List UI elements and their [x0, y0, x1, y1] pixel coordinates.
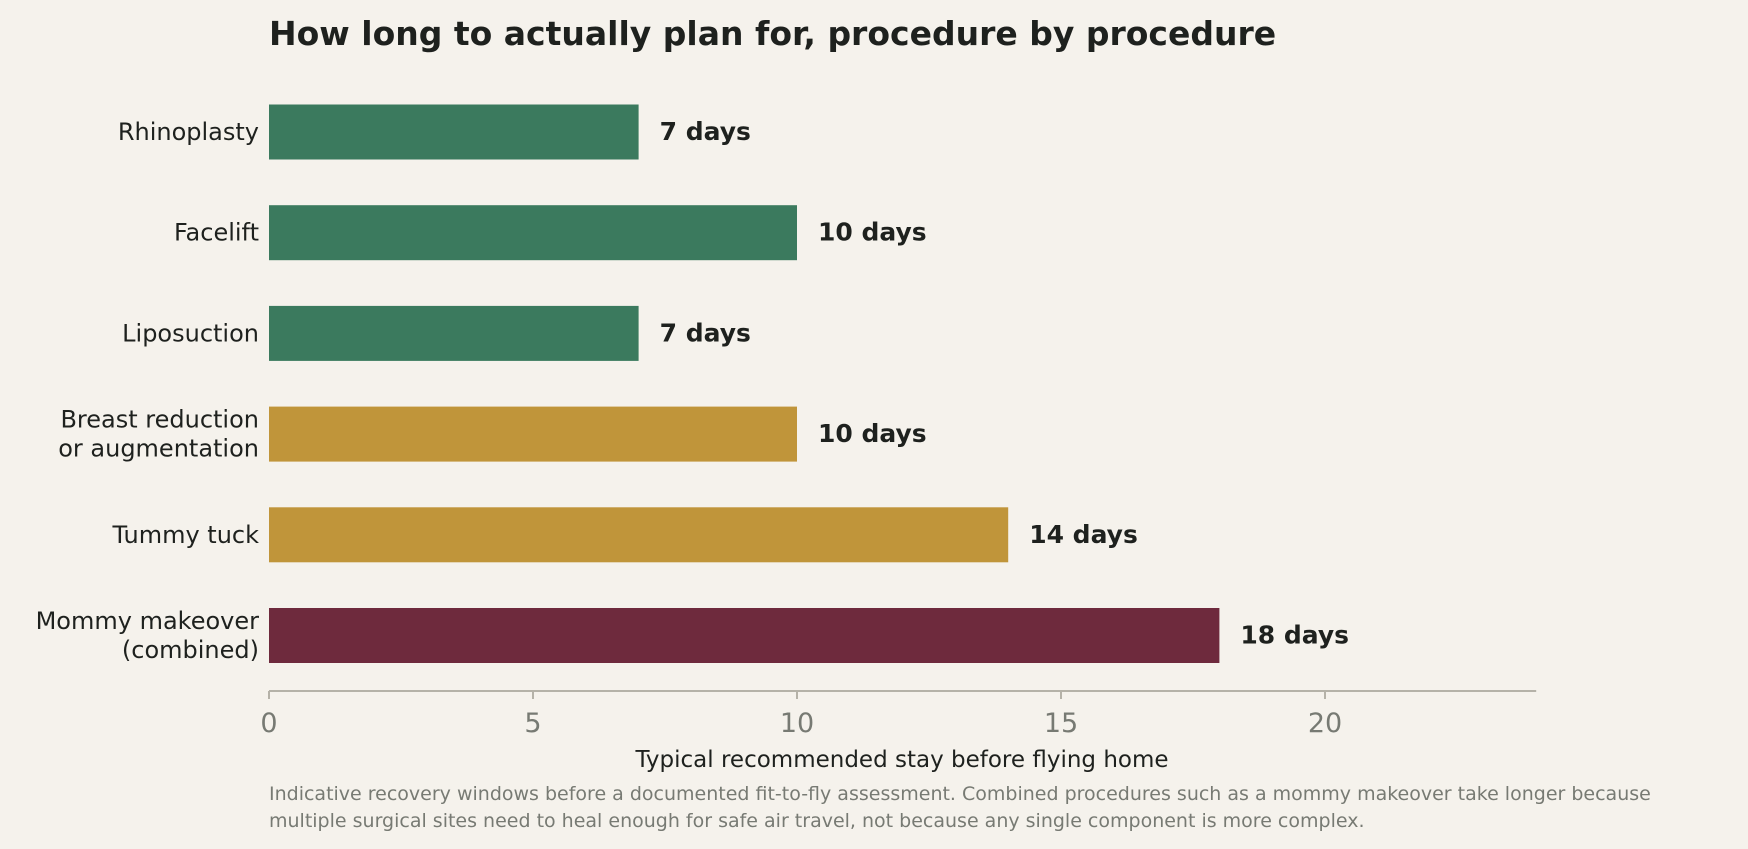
- bar: [269, 205, 797, 261]
- category-label: Tummy tuck: [111, 521, 259, 549]
- category-label: Liposuction: [122, 319, 259, 347]
- bar: [269, 104, 639, 160]
- x-tick-label: 10: [780, 708, 814, 739]
- category-label: Mommy makeover: [36, 607, 260, 635]
- bar: [269, 305, 639, 361]
- x-axis: 0 5 10 15 20: [260, 690, 1537, 739]
- category-label: (combined): [122, 636, 259, 664]
- bar-value-label: 10 days: [818, 419, 927, 448]
- chart-caption-line: multiple surgical sites need to heal eno…: [269, 810, 1365, 832]
- bar: [269, 406, 797, 462]
- x-tick-label: 5: [524, 708, 541, 739]
- chart-title: How long to actually plan for, procedure…: [269, 14, 1276, 53]
- category-label: or augmentation: [58, 435, 259, 463]
- bar-value-label: 7 days: [660, 318, 751, 347]
- bar: [269, 608, 1220, 663]
- category-label: Rhinoplasty: [118, 118, 259, 146]
- chart-caption-line: Indicative recovery windows before a doc…: [269, 783, 1651, 805]
- bar-value-label: 7 days: [660, 117, 751, 146]
- x-tick-label: 20: [1308, 708, 1342, 739]
- bar-value-label: 14 days: [1029, 520, 1138, 549]
- x-tick-label: 15: [1044, 708, 1078, 739]
- bar: [269, 507, 1009, 563]
- category-label: Facelift: [174, 219, 259, 247]
- bar-value-label: 18 days: [1240, 621, 1349, 650]
- x-tick-label: 0: [260, 708, 277, 739]
- category-label: Breast reduction: [60, 406, 259, 434]
- bars-layer: 7 days Rhinoplasty 10 days Facelift 7 days Li…: [36, 104, 1349, 664]
- x-axis-label: Typical recommended stay before flying h…: [634, 747, 1168, 773]
- bar-value-label: 10 days: [818, 218, 927, 247]
